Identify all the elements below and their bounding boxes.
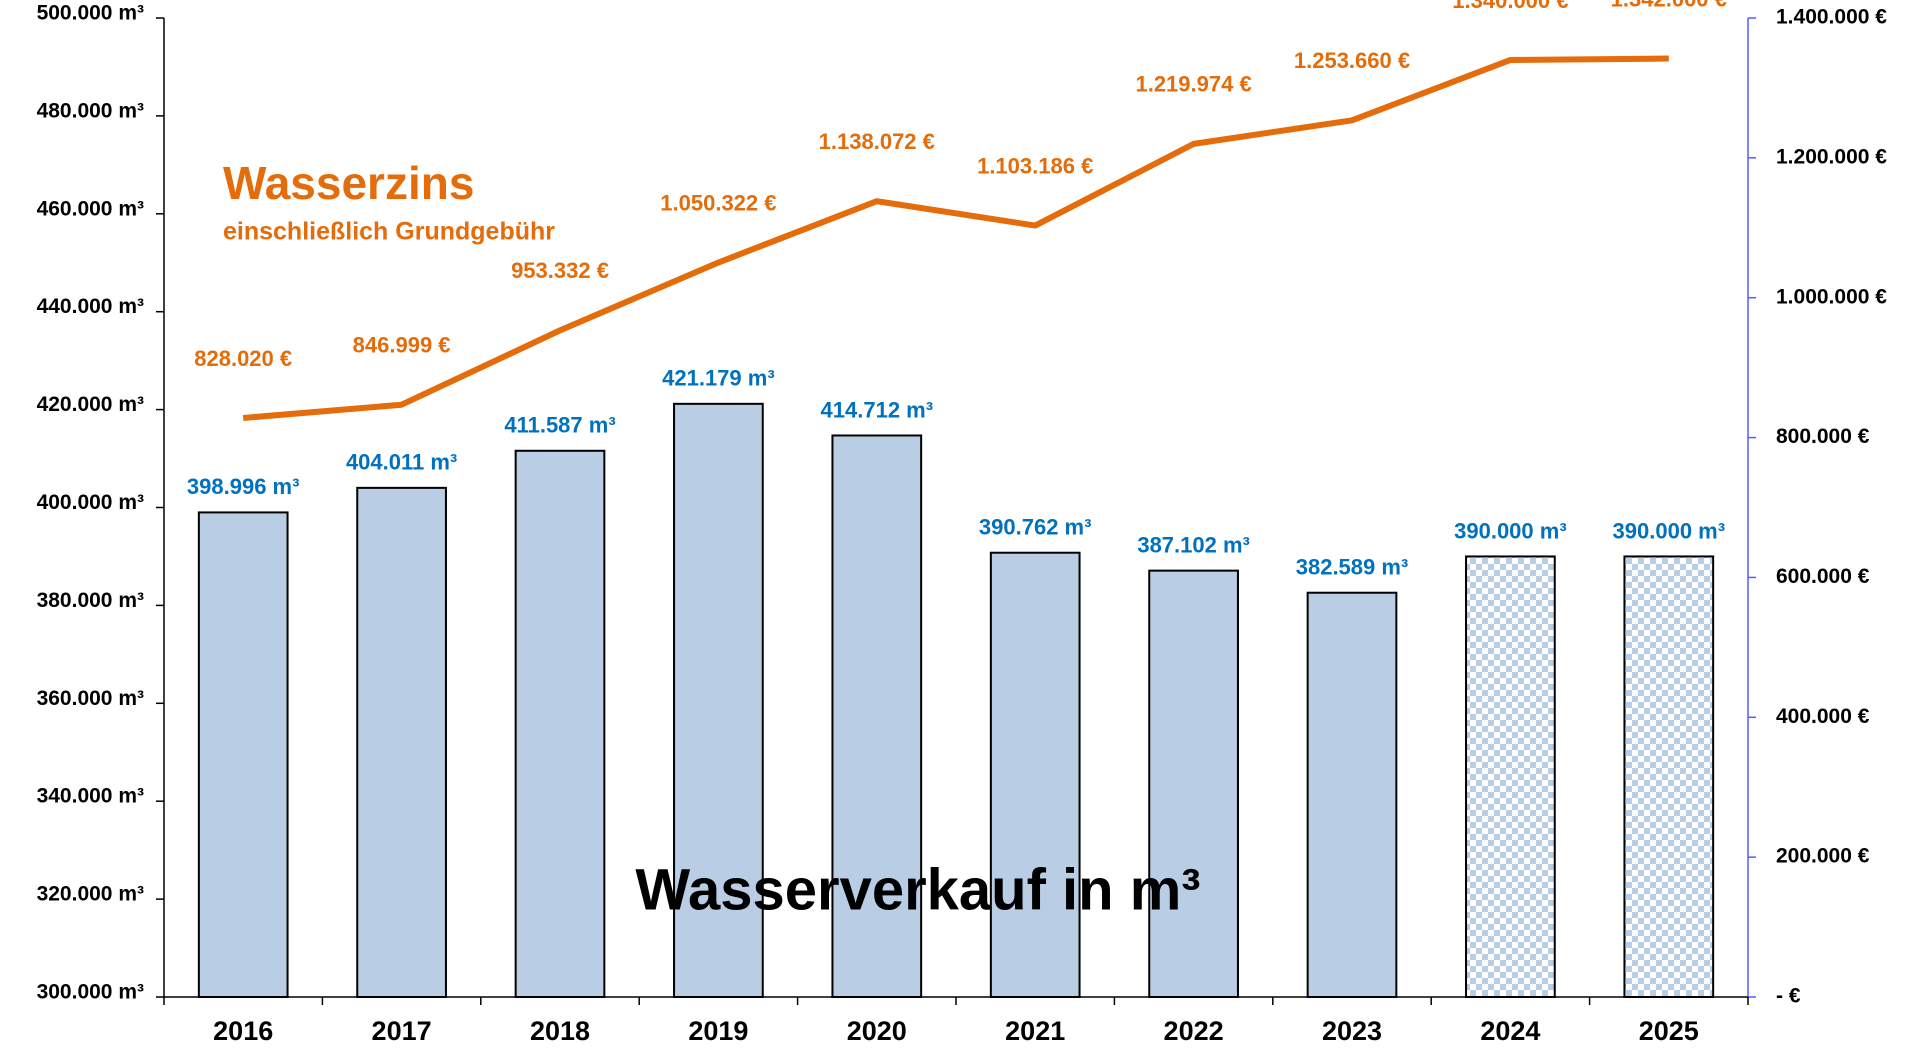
annotation: Wasserverkauf in m³ [635, 857, 1200, 922]
line-value-label: 846.999 € [353, 333, 451, 358]
y-tick-label: 340.000 m³ [37, 785, 144, 808]
bar-value-label: 414.712 m³ [821, 397, 934, 422]
y-tick-label: 400.000 m³ [37, 491, 144, 514]
bar-value-label: 398.996 m³ [187, 474, 300, 499]
bar-value-label: 404.011 m³ [346, 450, 457, 475]
line [242, 55, 1669, 421]
line-value-label: 1.340.000 € [1452, 0, 1568, 13]
annotation: einschließlich Grundgebühr [223, 218, 555, 246]
bar [673, 402, 764, 998]
y-tick-label: 480.000 m³ [37, 99, 144, 122]
x-tick-label: 2020 [847, 1016, 907, 1046]
y2-tick-label: - € [1776, 985, 1801, 1008]
y2-tick-label: 1.000.000 € [1776, 285, 1887, 308]
bar-value-label: 390.762 m³ [979, 515, 1092, 540]
y-tick-label: 420.000 m³ [37, 393, 144, 416]
bar-value-label: 387.102 m³ [1137, 532, 1250, 557]
y-tick-label: 300.000 m³ [37, 981, 144, 1004]
bar [514, 449, 606, 999]
bar [1465, 555, 1556, 998]
line-value-label: 1.050.322 € [660, 190, 776, 215]
y-tick-label: 380.000 m³ [37, 589, 144, 612]
bar-value-label: 411.587 m³ [504, 413, 615, 438]
bar [989, 551, 1081, 999]
y2-tick-label: 800.000 € [1776, 425, 1870, 448]
line-value-label: 1.342.000 € [1611, 0, 1727, 11]
line-value-label: 1.219.974 € [1135, 72, 1251, 97]
bar [1148, 569, 1239, 998]
y-tick-label: 460.000 m³ [37, 197, 144, 220]
x-tick-label: 2016 [213, 1016, 273, 1046]
bar-value-label: 390.000 m³ [1454, 518, 1567, 543]
bar-value-label: 421.179 m³ [662, 366, 775, 391]
x-tick-label: 2021 [1005, 1016, 1065, 1046]
y2-tick-label: 1.200.000 € [1776, 145, 1887, 168]
bar-value-label: 390.000 m³ [1613, 518, 1726, 543]
x-tick-label: 2024 [1480, 1016, 1540, 1046]
line-value-label: 1.138.072 € [819, 129, 935, 154]
x-tick-label: 2018 [530, 1016, 590, 1046]
x-tick-label: 2023 [1322, 1016, 1382, 1046]
bar-value-label: 382.589 m³ [1296, 555, 1409, 580]
x-tick-label: 2025 [1639, 1016, 1699, 1046]
x-tick-label: 2019 [688, 1016, 748, 1046]
y-tick-label: 320.000 m³ [37, 883, 144, 906]
line-value-label: 1.103.186 € [977, 153, 1093, 178]
bar [356, 486, 447, 998]
y-tick-label: 360.000 m³ [37, 687, 144, 710]
y2-tick-label: 400.000 € [1776, 705, 1870, 728]
y-tick-label: 440.000 m³ [37, 295, 144, 318]
bar [831, 434, 923, 999]
x-tick-label: 2022 [1164, 1016, 1224, 1046]
line-value-label: 953.332 € [511, 258, 609, 283]
bar [1623, 555, 1715, 998]
annotation: Wasserzins [223, 157, 474, 209]
bar [197, 511, 289, 998]
line-value-label: 1.253.660 € [1294, 48, 1410, 73]
bar [1306, 591, 1398, 999]
y2-tick-label: 200.000 € [1776, 845, 1870, 868]
line-value-label: 828.020 € [194, 346, 292, 371]
y2-tick-label: 600.000 € [1776, 565, 1870, 588]
y-tick-label: 500.000 m³ [37, 2, 144, 25]
y2-tick-label: 1.400.000 € [1776, 6, 1887, 29]
x-tick-label: 2017 [372, 1016, 432, 1046]
